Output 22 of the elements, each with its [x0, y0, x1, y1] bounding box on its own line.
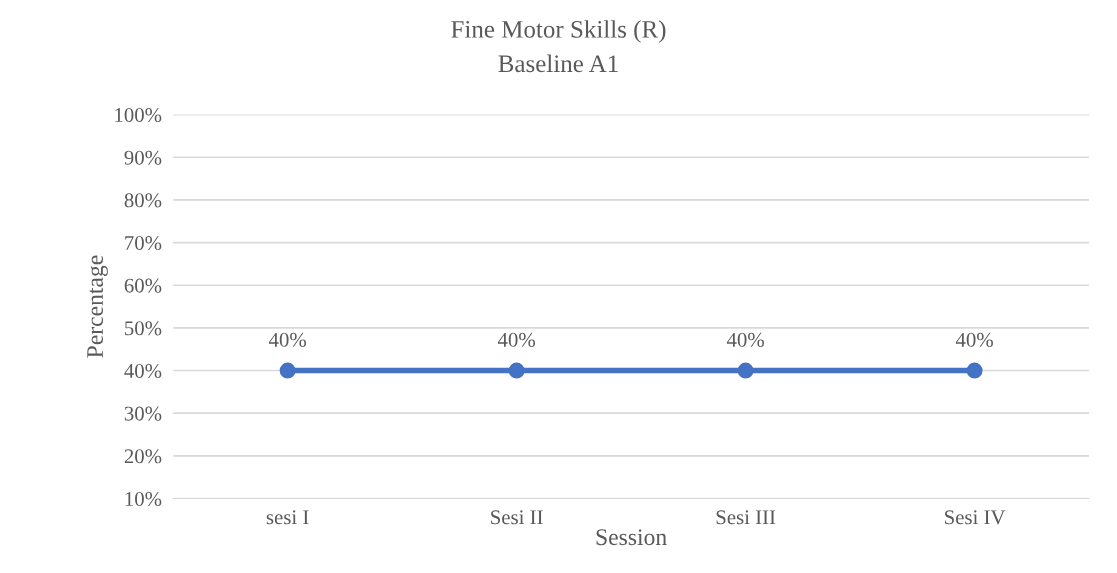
data-label: 40%	[497, 332, 535, 347]
y-tick-label: 20%	[124, 449, 162, 464]
chart-title: Fine Motor Skills (R)	[451, 20, 666, 43]
y-tick-label: 30%	[124, 406, 162, 421]
y-tick-label: 80%	[124, 193, 162, 208]
x-tick-label: sesi I	[266, 510, 309, 525]
data-label: 40%	[726, 332, 764, 347]
data-label: 40%	[955, 332, 993, 347]
y-tick-label: 70%	[125, 235, 162, 251]
data-label: 40%	[268, 332, 307, 347]
y-tick-label: 60%	[124, 278, 162, 293]
x-tick-label: Sesi IV	[945, 510, 1006, 525]
y-tick-label: 100%	[115, 107, 162, 123]
y-tick-label: 50%	[125, 321, 162, 336]
x-axis-title: Session	[596, 529, 667, 546]
y-axis-title: Percentage	[87, 255, 108, 358]
x-tick-label: Sesi III	[716, 510, 776, 525]
y-tick-label: 90%	[124, 150, 162, 165]
y-tick-label: 10%	[125, 491, 162, 507]
x-tick-label: Sesi II	[491, 510, 543, 525]
y-tick-label: 40%	[124, 363, 162, 379]
chart-subtitle: Baseline A1	[498, 54, 618, 73]
